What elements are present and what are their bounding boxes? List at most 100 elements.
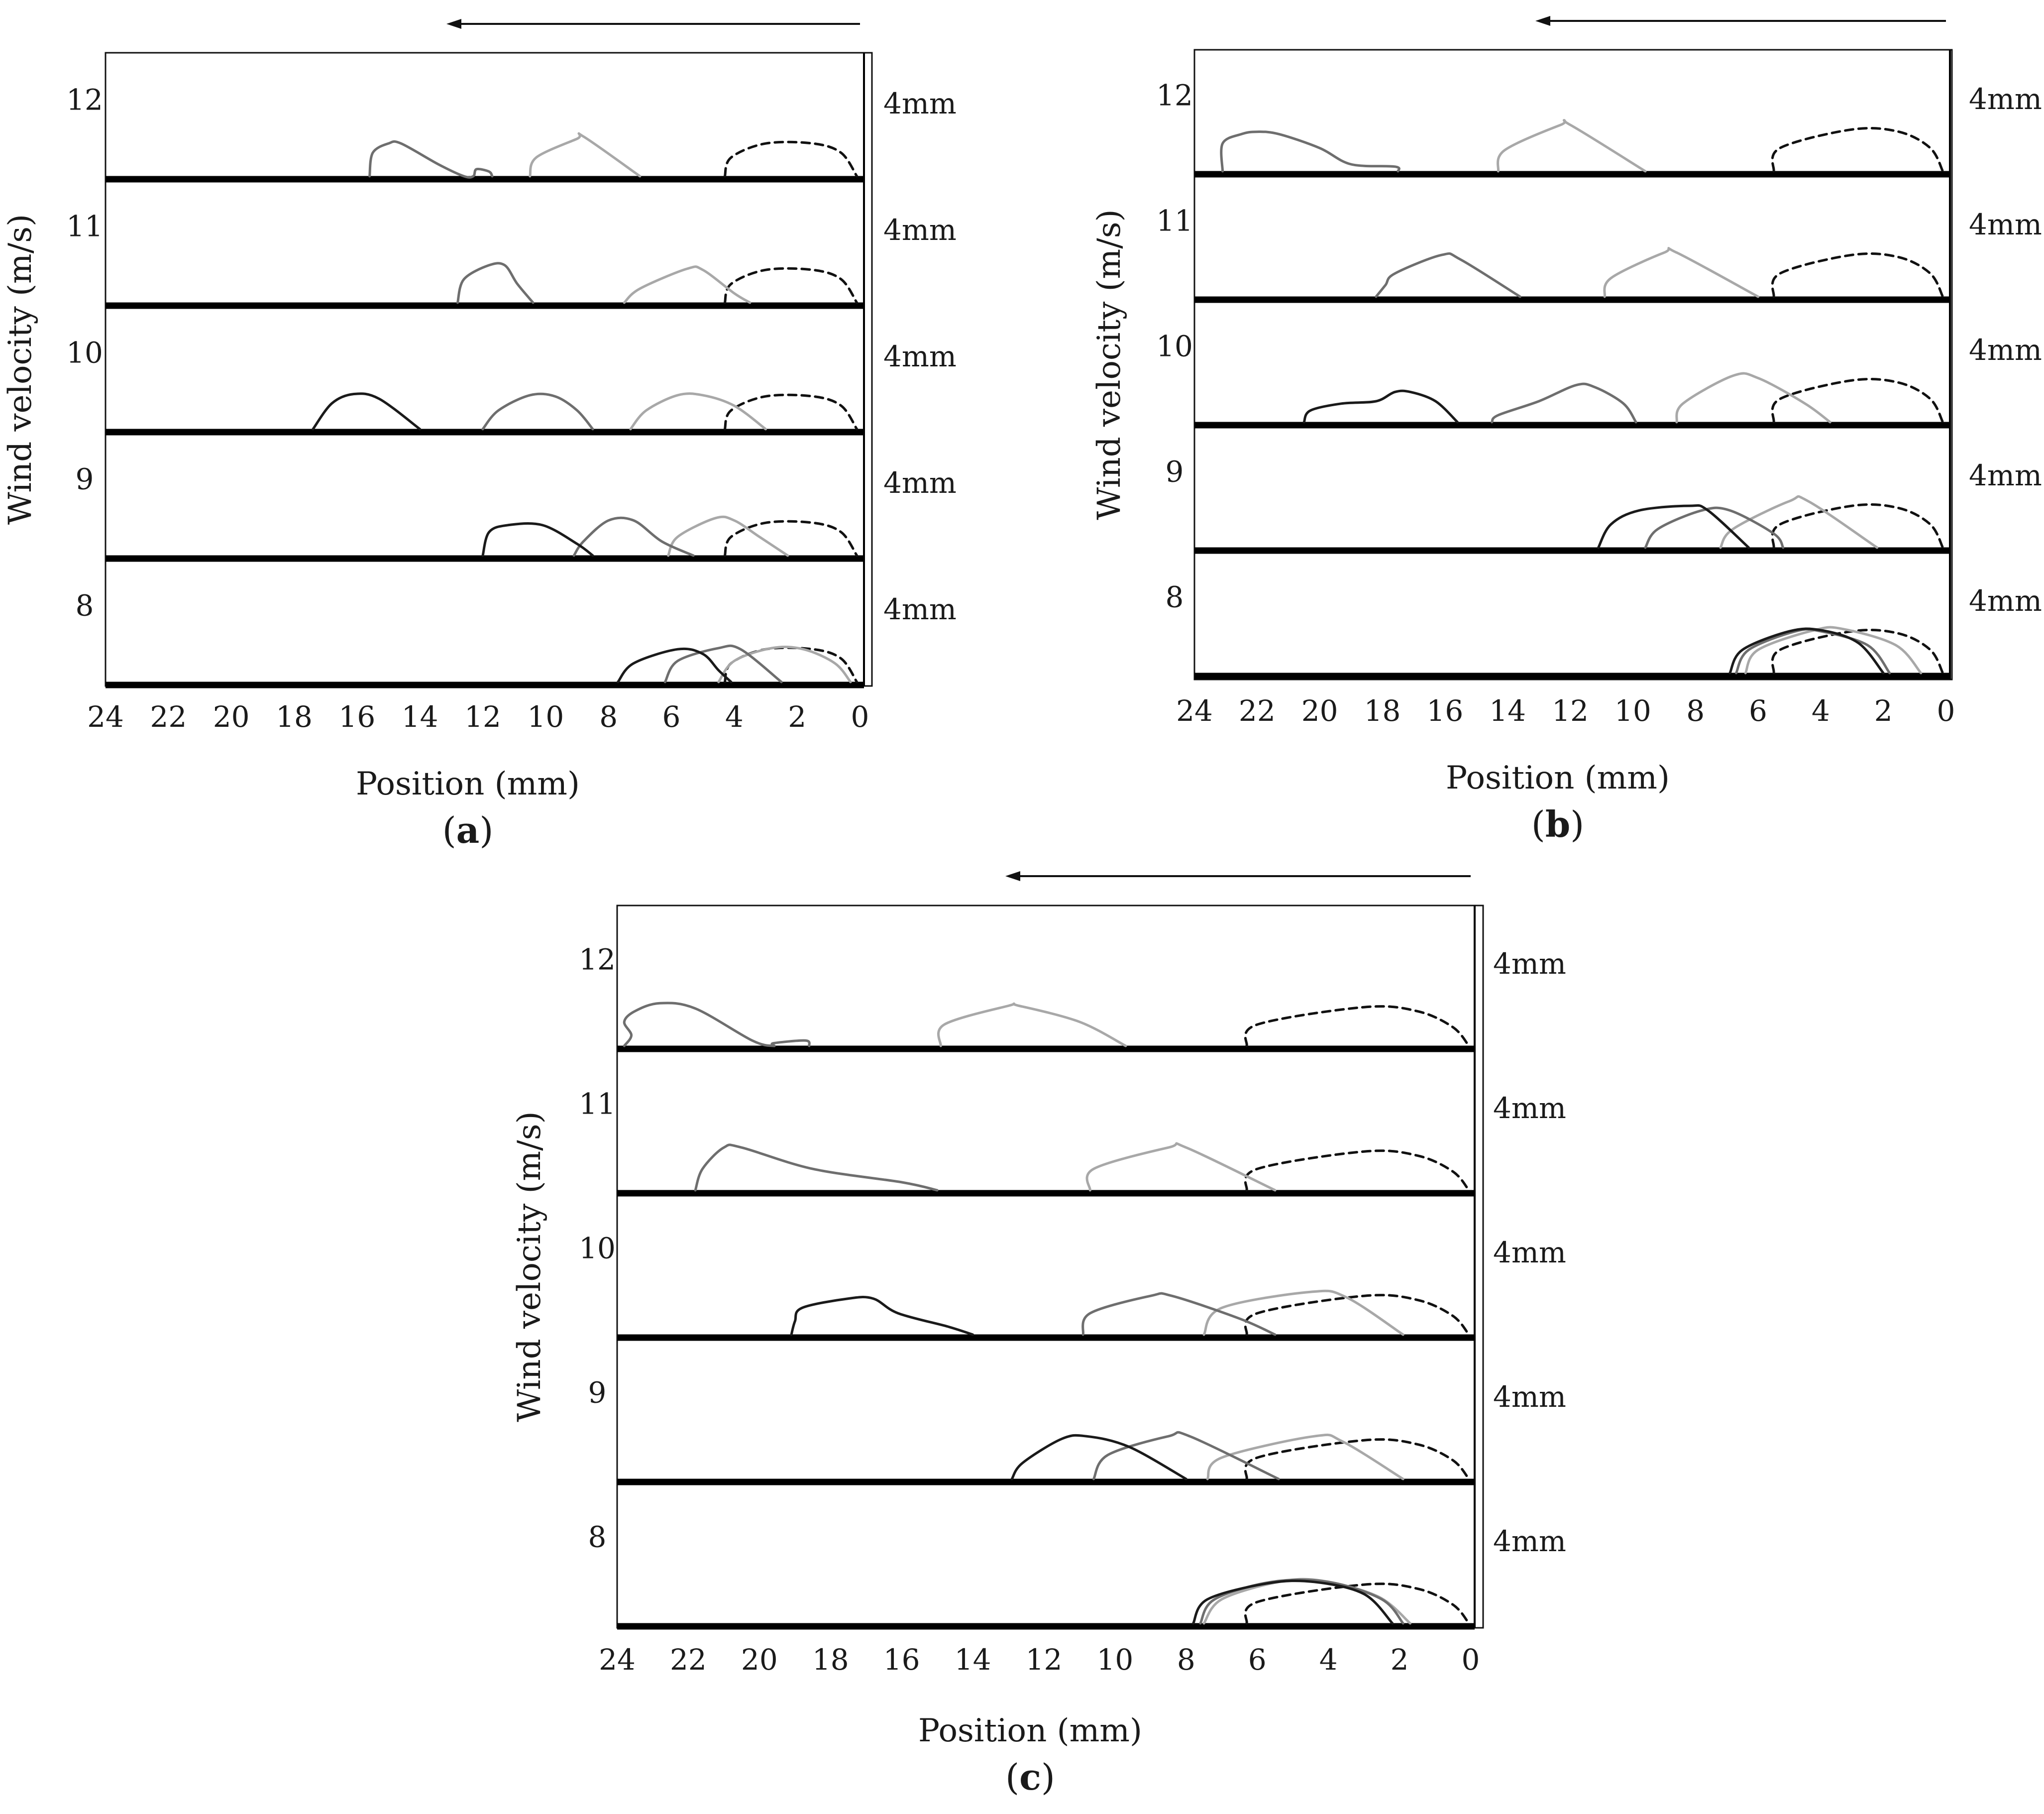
- droplet-profile-light: [529, 132, 642, 178]
- droplet-profile-dashed: [1771, 377, 1944, 424]
- x-tick-label: 0: [1462, 1643, 1480, 1677]
- x-tick-label: 14: [1489, 694, 1526, 728]
- wind-row-11: 11 4mm: [1156, 204, 2042, 303]
- droplet-profile-light: [667, 515, 789, 557]
- droplet-profile-dark: [1597, 504, 1750, 549]
- droplet-profile-dashed: [723, 267, 859, 304]
- x-tick-label: 10: [1614, 694, 1651, 728]
- wind-row-9: 9 4mm: [1166, 454, 2042, 554]
- droplet-profile-dashed: [723, 520, 859, 557]
- droplet-profile-medium: [1491, 382, 1637, 424]
- x-tick-label: 18: [1364, 694, 1401, 728]
- wind-tick-label: 10: [1156, 329, 1193, 363]
- droplet-profile-medium: [481, 392, 594, 431]
- scale-label: 4mm: [1493, 1091, 1566, 1125]
- droplet-profile-dark: [790, 1296, 974, 1336]
- x-tick-label: 2: [1874, 694, 1893, 728]
- droplet-profile-dashed: [1244, 1438, 1470, 1480]
- droplet-profile-light: [937, 1002, 1127, 1047]
- wind-row-10: 10 4mm: [1156, 329, 2042, 429]
- wind-tick-label: 11: [66, 209, 103, 243]
- droplet-profile-medium: [1375, 252, 1521, 298]
- x-axis-title: Position (mm): [1446, 760, 1670, 796]
- scale-label: 4mm: [1493, 1524, 1566, 1558]
- x-tick-label: 8: [599, 700, 618, 734]
- wind-row-10: 10 4mm: [66, 336, 957, 436]
- x-tick-label: 6: [1749, 694, 1767, 728]
- x-tick-label: 10: [527, 700, 564, 734]
- y-axis-title: Wind velocity (m/s): [1091, 209, 1128, 520]
- wind-tick-label: 11: [1156, 204, 1193, 237]
- wind-tick-label: 9: [76, 462, 94, 496]
- droplet-profile-light: [1202, 1289, 1404, 1336]
- droplet-profile-dashed: [1244, 1005, 1470, 1047]
- wind-row-9: 9 4mm: [588, 1376, 1566, 1485]
- scale-label: 4mm: [883, 592, 957, 626]
- x-tick-label: 16: [1426, 694, 1463, 728]
- droplet-profile-dashed: [723, 393, 859, 431]
- wind-tick-label: 10: [579, 1232, 616, 1265]
- scale-label: 4mm: [883, 466, 957, 500]
- scale-label: 4mm: [1969, 208, 2042, 241]
- droplet-profile-dark: [481, 522, 594, 557]
- x-tick-label: 20: [213, 700, 250, 734]
- droplet-profile-dark: [1192, 1580, 1394, 1625]
- x-tick-label: 14: [955, 1643, 991, 1677]
- panel-label: (a): [442, 809, 494, 851]
- x-tick-label: 2: [788, 700, 806, 734]
- wind-tick-label: 8: [76, 588, 94, 622]
- wind-tick-label: 12: [579, 943, 616, 977]
- droplet-profile-dashed: [723, 140, 859, 178]
- x-tick-label: 0: [1937, 694, 1955, 728]
- wind-row-11: 11 4mm: [66, 209, 957, 309]
- droplet-profile-light: [623, 265, 752, 304]
- droplet-profile-dark: [312, 392, 422, 431]
- droplet-profile-medium: [572, 516, 695, 557]
- droplet-profile-light: [1675, 372, 1831, 424]
- scale-label: 4mm: [1493, 1380, 1566, 1414]
- x-tick-label: 6: [1248, 1643, 1267, 1677]
- droplet-profile-light: [1603, 247, 1759, 298]
- scale-label: 4mm: [1969, 333, 2042, 367]
- x-tick-label: 4: [1812, 694, 1830, 728]
- x-tick-label: 0: [851, 700, 869, 734]
- arrow-head-icon: [1535, 16, 1550, 26]
- droplet-profile-medium: [663, 644, 783, 683]
- droplet-profile-medium: [694, 1143, 939, 1192]
- x-tick-label: 22: [670, 1643, 707, 1677]
- wind-tick-label: 12: [1156, 78, 1193, 112]
- x-tick-label: 20: [741, 1643, 778, 1677]
- arrow-head-icon: [446, 19, 461, 29]
- scale-label: 4mm: [883, 213, 957, 247]
- droplet-profile-light: [1206, 1433, 1404, 1480]
- droplet-profile-medium: [623, 1002, 811, 1047]
- droplet-profile-medium: [456, 262, 535, 304]
- x-axis-title: Position (mm): [918, 1712, 1142, 1749]
- droplet-profile-medium: [1644, 506, 1785, 549]
- wind-tick-label: 11: [579, 1087, 616, 1121]
- x-tick-label: 24: [1176, 694, 1213, 728]
- droplet-profile-light: [717, 646, 852, 683]
- droplet-profile-dark: [1302, 389, 1459, 424]
- wind-tick-label: 9: [588, 1376, 607, 1410]
- droplet-profile-dashed: [1771, 126, 1944, 173]
- x-tick-label: 24: [87, 700, 124, 734]
- panel-label: (b): [1531, 803, 1585, 845]
- direction-arrow: [1535, 16, 1946, 26]
- direction-arrow: [446, 19, 860, 29]
- droplet-profile-medium: [1220, 130, 1400, 173]
- droplet-profile-dark: [1010, 1434, 1187, 1480]
- x-tick-label: 16: [338, 700, 375, 734]
- x-tick-label: 8: [1177, 1643, 1195, 1677]
- droplet-profile-dashed: [1244, 1583, 1470, 1625]
- wind-row-12: 12 4mm: [579, 943, 1566, 1052]
- wind-row-11: 11 4mm: [579, 1087, 1566, 1197]
- wind-row-9: 9 4mm: [76, 462, 957, 562]
- arrow-head-icon: [1005, 871, 1020, 881]
- wind-row-8: 8 4mm: [588, 1520, 1566, 1630]
- droplet-profile-dashed: [1244, 1149, 1470, 1192]
- x-tick-label: 6: [662, 700, 681, 734]
- x-tick-label: 4: [725, 700, 744, 734]
